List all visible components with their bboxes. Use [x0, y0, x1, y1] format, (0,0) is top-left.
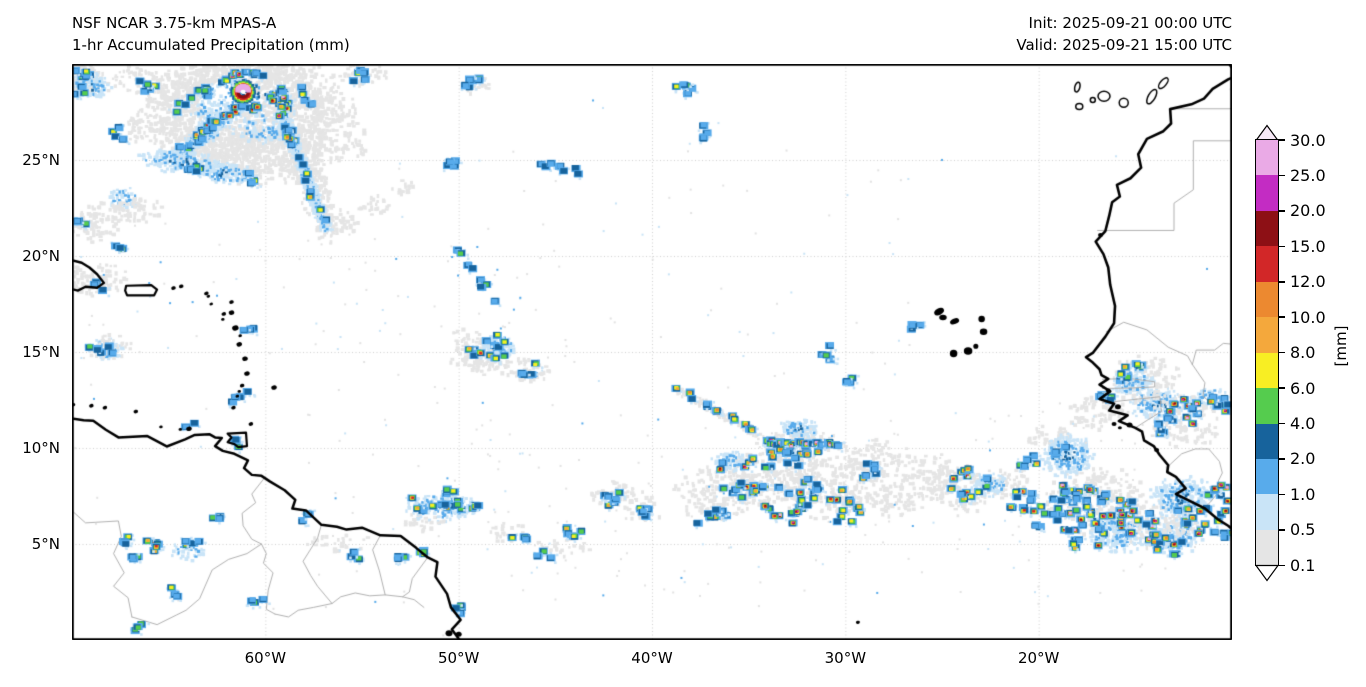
init-time: Init: 2025-09-21 00:00 UTC	[1028, 14, 1232, 32]
colorbar-tick	[1279, 245, 1285, 248]
colorbar-tick-label: 1.0	[1290, 484, 1316, 504]
colorbar-tick	[1279, 458, 1285, 460]
lon-tick-label: 50°W	[437, 649, 480, 667]
lat-tick-label: 25°N	[22, 151, 60, 169]
lon-tick-label: 60°W	[244, 649, 287, 667]
colorbar-tick	[1279, 387, 1285, 389]
colorbar-segment	[1256, 210, 1278, 247]
lat-tick-label: 5°N	[31, 535, 60, 553]
colorbar-segment	[1256, 281, 1278, 318]
colorbar-tick	[1279, 422, 1285, 425]
plot-title-line2: 1-hr Accumulated Precipitation (mm)	[72, 36, 350, 54]
colorbar-over-arrow	[1254, 123, 1280, 141]
colorbar-tick-label: 15.0	[1290, 236, 1326, 256]
colorbar-tick	[1279, 493, 1285, 496]
plot-times: Init: 2025-09-21 00:00 UTC Valid: 2025-0…	[1016, 12, 1232, 56]
colorbar-tick-label: 4.0	[1290, 414, 1316, 434]
colorbar-under-arrow	[1254, 565, 1280, 582]
colorbar-tick-label: 0.1	[1290, 555, 1316, 575]
colorbar-segment	[1256, 494, 1278, 530]
colorbar-segment	[1256, 388, 1278, 424]
lat-tick-label: 15°N	[22, 343, 60, 361]
colorbar-segment	[1256, 246, 1278, 282]
colorbar-tick-label: 10.0	[1290, 307, 1326, 327]
map-canvas	[72, 64, 1232, 640]
colorbar-segment	[1256, 317, 1278, 353]
colorbar-tick-label: 12.0	[1290, 272, 1326, 292]
plot-title-line1: NSF NCAR 3.75-km MPAS-A	[72, 14, 277, 32]
colorbar-tick	[1279, 529, 1285, 531]
colorbar-tick	[1279, 210, 1285, 212]
colorbar-tick-label: 0.5	[1290, 520, 1316, 540]
colorbar-tick	[1279, 316, 1285, 318]
colorbar-tick-label: 20.0	[1290, 201, 1326, 221]
lon-tick-label: 20°W	[1017, 649, 1060, 667]
colorbar-tick	[1279, 174, 1285, 177]
valid-time: Valid: 2025-09-21 15:00 UTC	[1016, 36, 1232, 54]
colorbar-tick	[1279, 351, 1285, 354]
colorbar-tick-label: 8.0	[1290, 343, 1316, 363]
colorbar-segment	[1256, 458, 1278, 495]
colorbar-tick-label: 6.0	[1290, 378, 1316, 398]
lon-tick-label: 30°W	[824, 649, 867, 667]
colorbar: 30.0 25.0 20.0 15.0 12.0 10.0 8.0 6.0 4.0 2.0 1.0 0…	[1254, 123, 1366, 604]
colorbar-segment	[1256, 423, 1278, 459]
lat-tick-label: 10°N	[22, 439, 60, 457]
colorbar-tick	[1279, 564, 1285, 567]
lat-tick-label: 20°N	[22, 247, 60, 265]
colorbar-tick-label: 2.0	[1290, 449, 1316, 469]
map-area	[72, 64, 1232, 640]
colorbar-segment	[1256, 529, 1278, 566]
colorbar-tick-label: 25.0	[1290, 165, 1326, 185]
colorbar-segment	[1256, 140, 1278, 176]
colorbar-tick	[1279, 139, 1285, 141]
colorbar-tick-label: 30.0	[1290, 130, 1326, 150]
colorbar-segment	[1256, 352, 1278, 389]
colorbar-tick	[1279, 281, 1285, 283]
lon-tick-label: 40°W	[631, 649, 673, 667]
plot-title: NSF NCAR 3.75-km MPAS-A 1-hr Accumulated…	[72, 12, 350, 56]
colorbar-segment	[1256, 175, 1278, 211]
colorbar-body	[1256, 140, 1278, 566]
colorbar-units-label: [mm]	[1332, 325, 1350, 367]
